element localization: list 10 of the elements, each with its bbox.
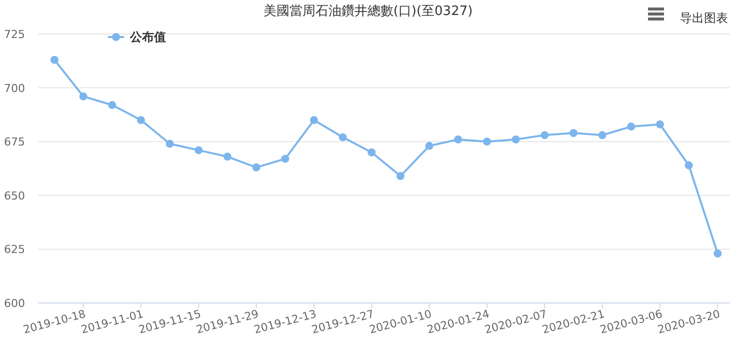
ytick: 650 (4, 189, 25, 202)
ytick: 625 (4, 243, 25, 256)
ytick: 675 (4, 136, 25, 149)
legend-item: 公布值 (108, 30, 166, 44)
annotation: 导出图表 (680, 11, 728, 25)
ytick: 700 (4, 82, 25, 95)
ytick: 600 (4, 297, 25, 310)
ytick: 725 (4, 28, 25, 41)
legend-label: 公布值 (129, 30, 166, 44)
title: 美國當周石油鑽井總數(口)(至0327) (263, 4, 473, 19)
